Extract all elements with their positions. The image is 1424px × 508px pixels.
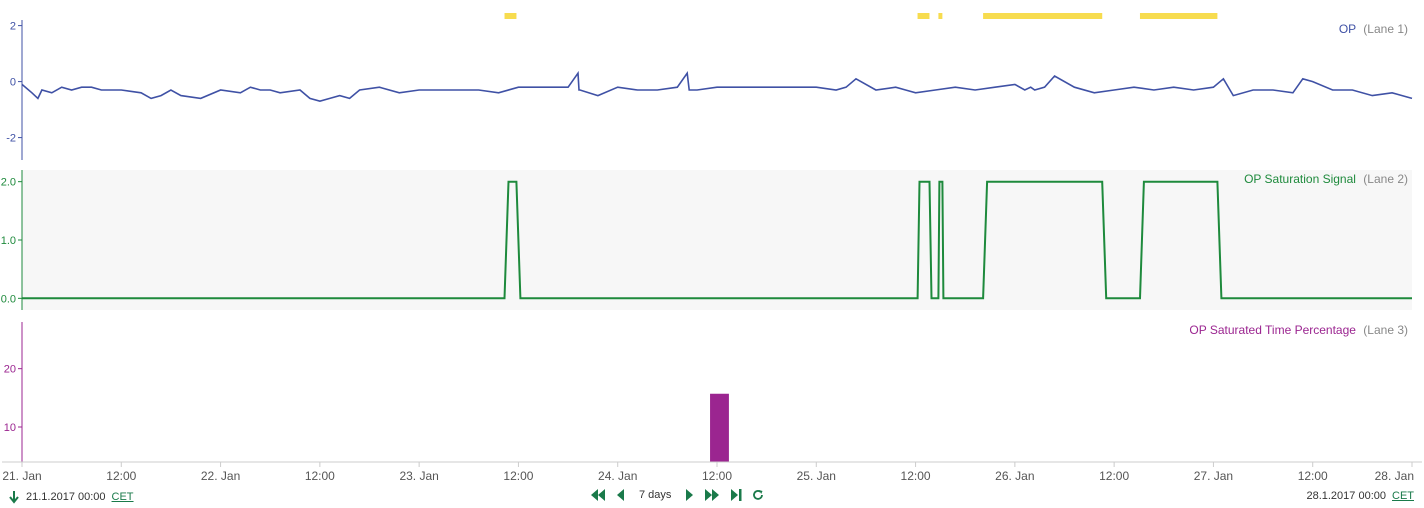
saturation-marker — [938, 13, 943, 19]
y-tick-label: 1.0 — [1, 235, 16, 247]
x-tick-label: 12:00 — [1099, 469, 1129, 483]
x-tick-label: 21. Jan — [2, 469, 41, 483]
x-axis: 21. Jan 12:00 22. Jan 12:00 23. Jan 12:00 24. … — [2, 461, 1422, 483]
range-navigation: 7 days — [590, 488, 764, 502]
x-tick-label: 12:00 — [503, 469, 533, 483]
x-tick-label: 24. Jan — [598, 469, 637, 483]
fast-forward-icon[interactable] — [704, 488, 720, 502]
y-tick-label: 0 — [10, 77, 16, 89]
lane-saturation-background — [22, 170, 1412, 310]
x-tick-label: 23. Jan — [399, 469, 438, 483]
percentage-bar[interactable] — [710, 393, 729, 462]
chart-area: -2 0 2 OP (Lane 1) 0.0 1.0 2.0 OP Saturation… — [1, 13, 1422, 483]
y-tick-label: 20 — [4, 364, 16, 376]
footer-bar: 21.1.2017 00:00 CET 7 days 28.1.2017 00:… — [0, 484, 1424, 508]
y-tick-label: 10 — [4, 422, 16, 434]
x-tick-label: 25. Jan — [797, 469, 836, 483]
start-timezone-link[interactable]: CET — [111, 491, 134, 503]
op-series-line[interactable] — [21, 70, 1413, 103]
saturation-marker — [983, 13, 1103, 19]
forward-icon[interactable] — [685, 488, 694, 502]
download-icon[interactable] — [8, 490, 20, 504]
range-label[interactable]: 7 days — [639, 489, 672, 501]
lane-percentage-title-suffix: (Lane 3) — [1363, 323, 1408, 337]
x-tick-label: 12:00 — [901, 469, 931, 483]
lane-percentage-title-text: OP Saturated Time Percentage — [1189, 323, 1356, 337]
lane-saturation-title: OP Saturation Signal (Lane 2) — [1244, 172, 1408, 186]
x-tick-label: 28. Jan — [1375, 469, 1414, 483]
lane-op: -2 0 2 OP (Lane 1) — [6, 20, 1413, 160]
lane-op-title-text: OP — [1339, 22, 1356, 36]
x-tick-label: 22. Jan — [201, 469, 240, 483]
fast-back-icon[interactable] — [590, 488, 606, 502]
saturation-series-line[interactable] — [22, 180, 1412, 300]
end-timezone-link[interactable]: CET — [1392, 490, 1414, 502]
footer-end: 28.1.2017 00:00 CET — [1306, 490, 1414, 502]
x-tick-label: 12:00 — [305, 469, 335, 483]
y-tick-label: 0.0 — [1, 293, 16, 305]
lane-saturation-title-text: OP Saturation Signal — [1244, 172, 1356, 186]
x-tick-label: 26. Jan — [995, 469, 1034, 483]
lane-percentage-title: OP Saturated Time Percentage (Lane 3) — [1189, 323, 1408, 337]
saturation-marker — [504, 13, 517, 19]
saturation-marker — [917, 13, 930, 19]
y-tick-label: -2 — [6, 133, 16, 145]
x-tick-label: 12:00 — [1298, 469, 1328, 483]
end-icon[interactable] — [730, 488, 742, 502]
lane-saturation-title-suffix: (Lane 2) — [1363, 172, 1408, 186]
end-datetime: 28.1.2017 00:00 — [1306, 490, 1386, 502]
footer-start: 21.1.2017 00:00 CET — [8, 490, 134, 504]
lane-op-title: OP (Lane 1) — [1339, 22, 1408, 36]
x-tick-label: 27. Jan — [1194, 469, 1233, 483]
x-tick-label: 12:00 — [106, 469, 136, 483]
y-tick-label: 2 — [10, 21, 16, 33]
y-tick-label: 2.0 — [1, 177, 16, 189]
lane-saturation: 0.0 1.0 2.0 OP Saturation Signal (Lane 2) — [1, 170, 1412, 310]
saturation-markers — [504, 13, 1218, 19]
lane-op-title-suffix: (Lane 1) — [1363, 22, 1408, 36]
saturation-marker — [1139, 13, 1218, 19]
lane-percentage: 10 20 OP Saturated Time Percentage (Lane … — [4, 322, 1408, 462]
back-icon[interactable] — [616, 488, 625, 502]
start-datetime: 21.1.2017 00:00 — [26, 491, 106, 503]
refresh-icon[interactable] — [752, 489, 764, 501]
x-tick-label: 12:00 — [702, 469, 732, 483]
